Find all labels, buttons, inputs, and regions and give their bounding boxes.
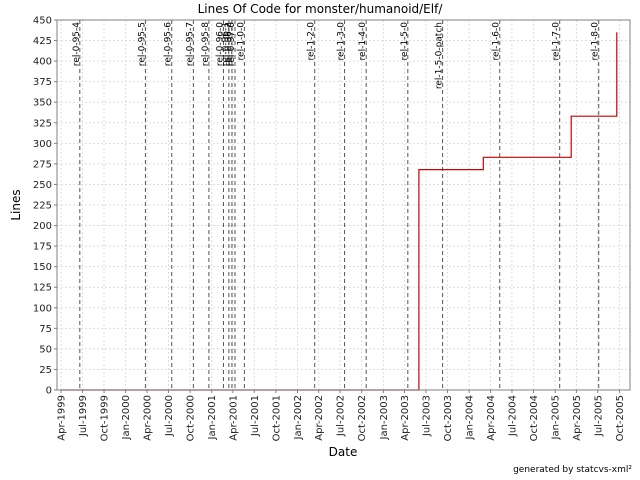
- release-label: rel-0-96-1: [221, 22, 231, 66]
- x-tick-label: Jul-2005: [593, 395, 604, 437]
- x-tick-label: Oct-2000: [186, 395, 197, 441]
- x-tick-label: Apr-2002: [314, 395, 325, 441]
- release-label: rel-0-95-6: [164, 22, 174, 66]
- x-tick-label: Apr-2003: [400, 395, 411, 441]
- release-label: rel-1-3-0: [337, 22, 347, 61]
- x-tick-label: Jan-2003: [379, 395, 390, 440]
- release-label: rel-0-95-7: [185, 22, 195, 66]
- generator-credit: generated by statcvs-xml²: [513, 465, 632, 475]
- y-tick-label: 25: [39, 365, 52, 376]
- release-label: rel-1-8-0: [591, 22, 601, 61]
- x-axis: Apr-1999 Jul-1999 Oct-1999 Jan-2000 Apr-2000…: [56, 390, 626, 441]
- y-axis: 0 25 50 75 100 125 150 175 200 225 250 275 300 325 350…: [33, 16, 57, 397]
- release-label: rel-1-2-0: [307, 22, 317, 61]
- release-label: rel-0-95-4: [72, 22, 82, 66]
- y-tick-label: 425: [33, 36, 52, 47]
- y-tick-label: 400: [33, 57, 52, 68]
- y-tick-label: 0: [46, 386, 52, 397]
- grid: [57, 19, 630, 391]
- x-tick-label: Jul-2002: [336, 395, 347, 437]
- x-tick-label: Apr-1999: [56, 395, 67, 441]
- x-tick-label: Jul-2000: [164, 395, 175, 437]
- y-tick-label: 50: [39, 344, 52, 355]
- x-tick-label: Oct-1999: [100, 395, 111, 441]
- y-tick-label: 325: [33, 118, 52, 129]
- series-line: [61, 32, 618, 391]
- y-tick-label: 250: [33, 180, 52, 191]
- y-tick-label: 100: [33, 303, 52, 314]
- y-tick-label: 150: [33, 262, 52, 273]
- x-tick-label: Oct-2005: [615, 395, 626, 441]
- x-tick-label: Apr-2001: [228, 395, 239, 441]
- x-tick-label: Jul-2004: [507, 395, 518, 437]
- release-label: rel-0-96-2: [224, 22, 234, 66]
- release-label: rel-1-5-0: [400, 22, 410, 61]
- x-tick-label: Jan-2001: [207, 395, 218, 440]
- release-label: rel-1-5-0-patch: [435, 22, 445, 89]
- x-tick-label: Apr-2005: [572, 395, 583, 441]
- series-layer: [61, 32, 618, 391]
- x-tick-label: Oct-2002: [357, 395, 368, 441]
- release-label: rel-1-0-0: [236, 22, 246, 61]
- y-tick-label: 125: [33, 283, 52, 294]
- y-tick-label: 275: [33, 159, 52, 170]
- release-label: rel-0-95-5: [137, 22, 147, 66]
- y-tick-label: 450: [33, 16, 52, 27]
- x-tick-label: Jul-1999: [78, 395, 89, 437]
- x-tick-label: Jan-2004: [465, 395, 476, 440]
- x-tick-label: Jan-2005: [551, 395, 562, 440]
- release-label: rel-0-95-8: [201, 22, 211, 66]
- release-label: rel-0-97-0: [227, 22, 237, 66]
- y-tick-label: 75: [39, 324, 52, 335]
- y-tick-label: 350: [33, 98, 52, 109]
- release-label: rel-1-6-0: [492, 22, 502, 61]
- x-axis-label: Date: [329, 445, 358, 459]
- y-tick-label: 200: [33, 221, 52, 232]
- y-tick-label: 300: [33, 139, 52, 150]
- release-label: rel-0-96-0: [215, 22, 225, 66]
- y-axis-label: Lines: [9, 189, 23, 220]
- release-label: rel-1-7-0: [552, 22, 562, 61]
- x-tick-label: Jul-2001: [250, 395, 261, 437]
- y-tick-label: 175: [33, 242, 52, 253]
- x-tick-label: Apr-2000: [143, 395, 154, 441]
- x-tick-label: Jul-2003: [421, 395, 432, 437]
- y-tick-label: 375: [33, 77, 52, 88]
- x-tick-label: Oct-2001: [271, 395, 282, 441]
- x-tick-label: Oct-2004: [529, 395, 540, 441]
- x-tick-label: Jan-2000: [121, 395, 132, 440]
- release-markers: rel-0-95-4 rel-0-95-5 rel-0-95-6 rel-0-95-7…: [72, 20, 601, 390]
- x-tick-label: Apr-2004: [486, 395, 497, 441]
- x-tick-label: Jan-2002: [293, 395, 304, 440]
- release-label: rel-1-4-0: [358, 22, 368, 61]
- chart-title: Lines Of Code for monster/humanoid/Elf/: [198, 2, 444, 16]
- y-tick-label: 225: [33, 201, 52, 212]
- x-tick-label: Oct-2003: [443, 395, 454, 441]
